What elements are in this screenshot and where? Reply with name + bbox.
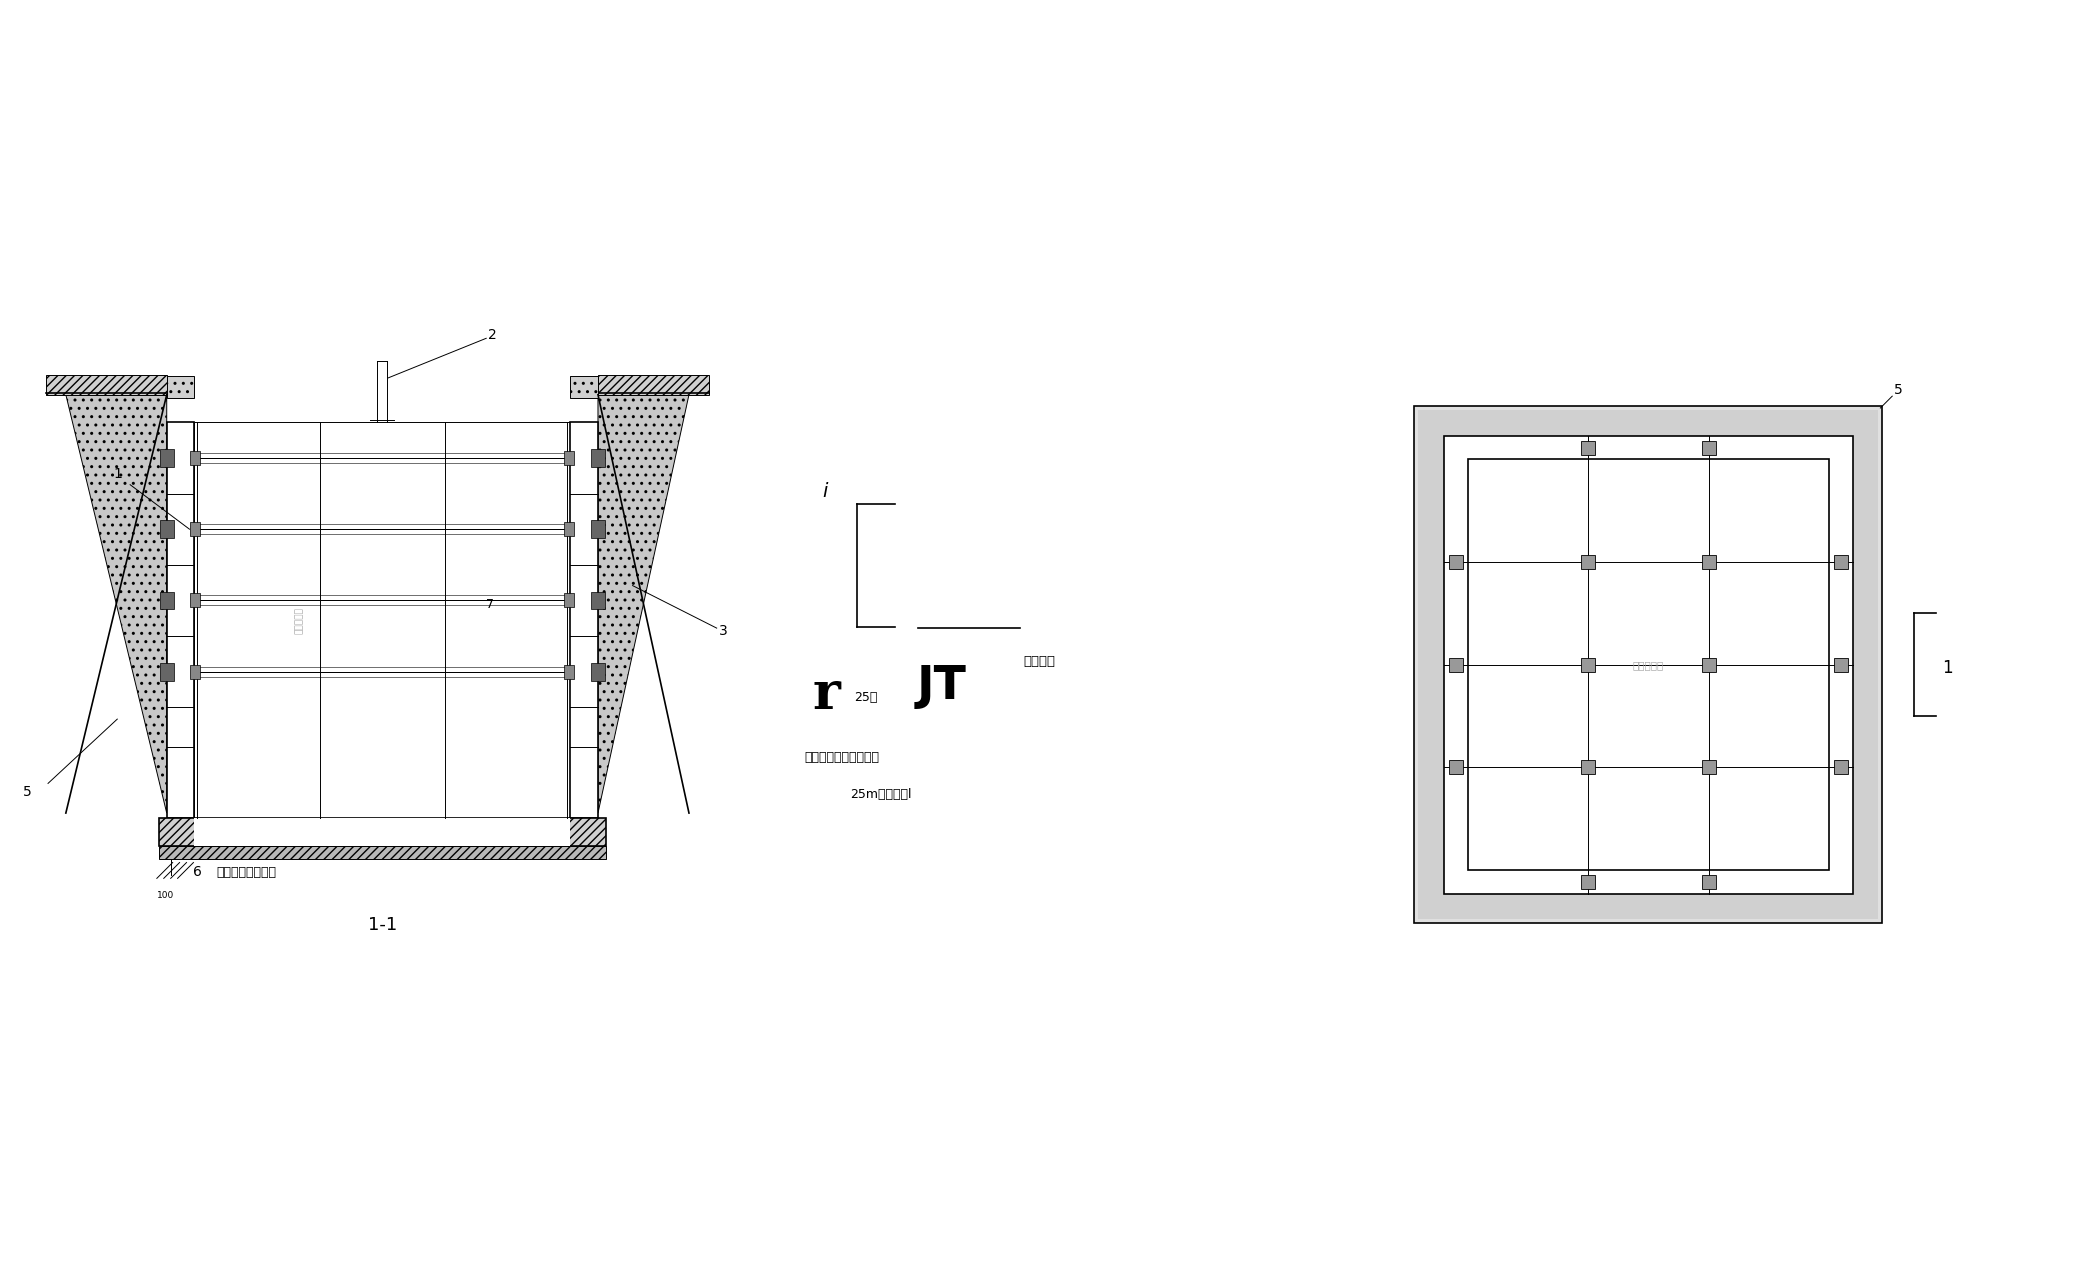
Bar	[160, 520, 174, 538]
Bar	[1418, 411, 1877, 919]
Bar	[590, 663, 605, 681]
Text: 100: 100	[158, 891, 174, 900]
Bar	[1833, 760, 1848, 774]
Text: 依计算确定: 依计算确定	[296, 607, 304, 634]
Bar	[1581, 658, 1596, 672]
Bar	[160, 592, 174, 609]
Text: i: i	[823, 482, 827, 501]
Text: 钉筋支架: 钉筋支架	[1023, 654, 1056, 668]
Text: 3: 3	[718, 623, 727, 638]
Bar	[191, 523, 200, 536]
Bar	[590, 592, 605, 609]
Bar	[160, 663, 174, 681]
Bar	[1581, 441, 1596, 454]
Bar	[160, 449, 174, 467]
Bar	[1833, 658, 1848, 672]
Text: 1: 1	[1942, 659, 1953, 677]
Text: 底板钢筋进行可奇焊接: 底板钢筋进行可奇焊接	[804, 751, 880, 764]
Bar	[191, 664, 200, 678]
Bar	[160, 819, 607, 845]
Text: 6: 6	[193, 866, 202, 880]
Text: 5: 5	[1894, 384, 1903, 398]
Bar	[1415, 405, 1882, 923]
Text: 1-1: 1-1	[368, 915, 397, 933]
Bar	[1833, 555, 1848, 569]
Bar	[160, 845, 607, 858]
Bar	[1581, 875, 1596, 889]
Text: 7: 7	[487, 598, 494, 611]
Bar	[1701, 875, 1716, 889]
Bar	[571, 422, 598, 819]
Bar	[1701, 555, 1716, 569]
Bar	[598, 375, 710, 395]
Polygon shape	[598, 395, 689, 813]
Bar	[191, 593, 200, 607]
Text: 25m刷筛方把l: 25m刷筛方把l	[850, 788, 911, 801]
Bar	[166, 422, 195, 819]
Text: 发水井及电梯井宽: 发水井及电梯井宽	[216, 867, 277, 880]
Bar	[590, 449, 605, 467]
Bar	[1445, 436, 1852, 894]
Bar	[1581, 760, 1596, 774]
Bar	[195, 422, 571, 819]
Bar	[195, 819, 571, 845]
Bar	[1449, 555, 1464, 569]
Bar	[191, 451, 200, 465]
Text: 2: 2	[487, 328, 498, 342]
Bar	[46, 375, 166, 395]
Bar	[1701, 658, 1716, 672]
Bar	[590, 520, 605, 538]
Bar	[1449, 760, 1464, 774]
Bar	[1701, 441, 1716, 454]
Bar	[565, 593, 573, 607]
Text: JT: JT	[916, 664, 966, 709]
Bar	[1449, 658, 1464, 672]
Bar	[565, 523, 573, 536]
Bar	[166, 376, 195, 398]
Polygon shape	[65, 395, 166, 813]
Bar	[565, 664, 573, 678]
Bar	[565, 451, 573, 465]
Text: 25户: 25户	[855, 691, 878, 704]
Bar	[571, 376, 598, 398]
Bar	[1581, 555, 1596, 569]
Text: r: r	[813, 669, 840, 720]
Bar	[1468, 459, 1829, 870]
Text: 1: 1	[113, 467, 122, 481]
Bar	[1701, 760, 1716, 774]
Text: 5: 5	[23, 785, 32, 799]
Text: 依计算确定: 依计算确定	[1634, 659, 1663, 669]
